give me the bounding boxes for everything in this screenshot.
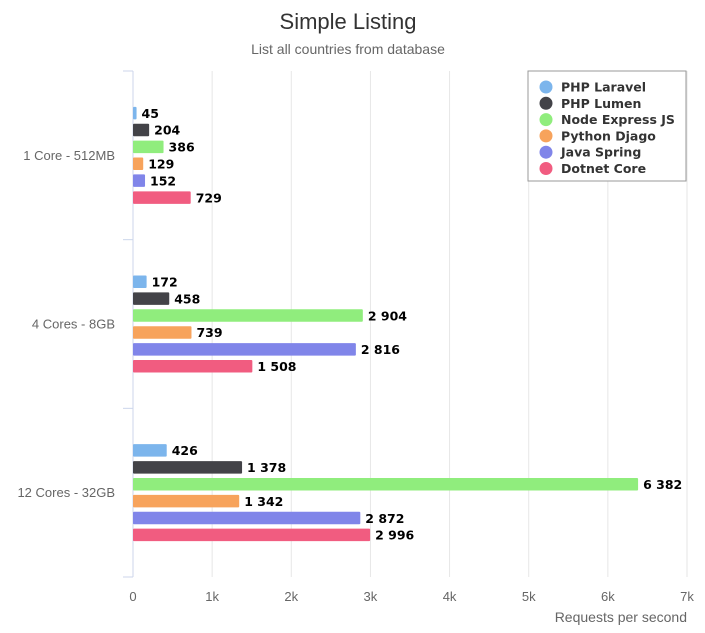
category-label: 1 Core - 512MB <box>23 148 115 163</box>
legend-item-label[interactable]: Python Djago <box>561 128 656 143</box>
legend-marker <box>539 113 553 127</box>
bar <box>133 444 167 457</box>
data-label: 1 508 <box>257 359 296 374</box>
x-axis-title: Requests per second <box>555 609 687 625</box>
chart-subtitle: List all countries from database <box>251 41 445 57</box>
data-label: 45 <box>142 106 159 121</box>
x-tick-label: 4k <box>443 589 457 604</box>
data-label: 426 <box>172 443 198 458</box>
bar <box>133 191 191 204</box>
legend-marker <box>539 96 553 110</box>
data-label: 152 <box>150 173 176 188</box>
chart-title: Simple Listing <box>280 9 417 34</box>
x-tick-label: 7k <box>680 589 694 604</box>
legend-marker <box>539 129 553 143</box>
legend-marker <box>539 80 553 94</box>
bar <box>133 123 150 137</box>
category-label: 12 Cores - 32GB <box>17 485 115 500</box>
data-label: 2 996 <box>375 528 414 543</box>
bar <box>133 157 144 171</box>
bar <box>133 494 240 508</box>
data-label: 386 <box>169 140 195 155</box>
data-label: 129 <box>148 157 174 172</box>
bar <box>133 292 170 305</box>
x-tick-label: 3k <box>364 589 378 604</box>
data-label: 1 342 <box>244 494 283 509</box>
data-label: 739 <box>196 325 222 340</box>
legend-item-label[interactable]: Java Spring <box>560 145 641 160</box>
x-tick-label: 1k <box>205 589 219 604</box>
x-tick-label: 0 <box>129 589 136 604</box>
data-label: 729 <box>196 190 222 205</box>
x-tick-label: 6k <box>601 589 615 604</box>
x-tick-label: 5k <box>522 589 536 604</box>
category-label: 4 Cores - 8GB <box>32 317 115 332</box>
bar <box>133 326 192 339</box>
data-label: 2 816 <box>361 342 400 357</box>
y-axis-categories: 1 Core - 512MB 4 Cores - 8GB 12 Cores - 32… <box>17 148 115 500</box>
legend-item-label[interactable]: PHP Lumen <box>561 96 641 111</box>
bar <box>133 309 363 322</box>
bar <box>133 140 164 154</box>
bar <box>133 360 253 373</box>
bars <box>133 106 639 542</box>
bar <box>133 461 243 474</box>
legend-item-label[interactable]: PHP Laravel <box>561 80 646 95</box>
data-label: 2 904 <box>368 308 407 323</box>
bar <box>133 528 371 542</box>
x-axis-ticks: 0 1k 2k 3k 4k 5k 6k 7k <box>129 589 694 604</box>
legend-box <box>527 70 687 182</box>
bar <box>133 511 361 525</box>
legend-marker <box>539 162 553 175</box>
data-label: 2 872 <box>365 511 404 526</box>
data-label: 204 <box>154 123 180 138</box>
x-tick-label: 2k <box>284 589 298 604</box>
data-label: 458 <box>174 291 200 306</box>
data-label: 6 382 <box>643 477 682 492</box>
data-label: 1 378 <box>247 460 286 475</box>
bar <box>133 275 147 288</box>
data-label: 172 <box>152 275 178 290</box>
bar <box>133 477 639 491</box>
bar <box>133 174 146 187</box>
legend-marker <box>539 145 553 159</box>
bar <box>133 343 356 356</box>
bar <box>133 106 137 120</box>
legend-item-label[interactable]: Dotnet Core <box>561 161 646 176</box>
legend-item-label[interactable]: Node Express JS <box>561 112 675 127</box>
